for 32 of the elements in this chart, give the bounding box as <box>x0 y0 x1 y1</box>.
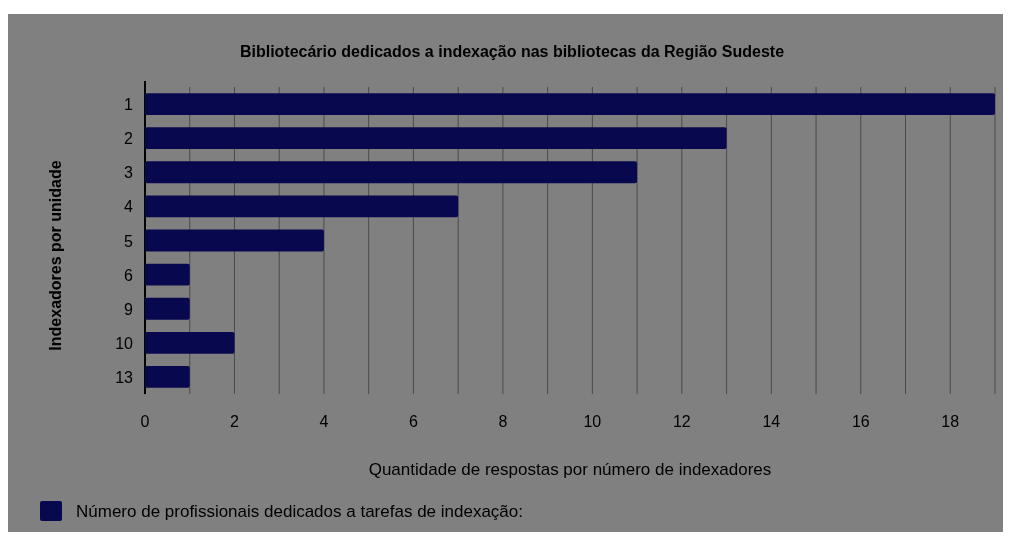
bar <box>145 366 190 388</box>
legend-label: Número de profissionais dedicados a tarefas de indexação: <box>76 502 523 521</box>
x-tick-label: 6 <box>408 413 418 430</box>
y-tick-label: 6 <box>124 266 134 284</box>
bar <box>145 331 235 354</box>
bar <box>145 195 459 218</box>
x-tick-label: 4 <box>319 413 329 430</box>
y-tick-label: 5 <box>124 232 134 250</box>
bar <box>145 93 995 115</box>
x-tick-label: 2 <box>230 413 240 430</box>
x-axis-title: Quantidade de respostas por número de indexadores <box>368 460 772 479</box>
y-tick-label: 2 <box>124 130 134 148</box>
bar <box>145 229 324 252</box>
bar <box>145 297 190 320</box>
y-tick-label: 4 <box>124 198 134 216</box>
x-tick-label: 18 <box>941 413 960 430</box>
y-tick-label: 3 <box>124 164 134 182</box>
x-tick-label: 16 <box>851 413 870 430</box>
bar <box>145 161 638 184</box>
x-tick-label: 0 <box>140 413 150 430</box>
y-tick-label: 9 <box>124 300 134 318</box>
bar <box>145 127 727 150</box>
y-tick-label: 13 <box>115 368 134 386</box>
y-axis-title: Indexadores por unidade <box>47 160 64 351</box>
x-tick-label: 8 <box>498 413 508 430</box>
x-tick-label: 12 <box>672 413 691 430</box>
bar <box>145 263 190 286</box>
chart-title: Bibliotecário dedicados a indexação nas bibliotecas da Região Sudeste <box>239 43 785 60</box>
x-tick-label: 14 <box>762 413 781 430</box>
x-tick-label: 10 <box>583 413 602 430</box>
y-tick-label: 1 <box>124 96 134 114</box>
y-tick-label: 10 <box>115 334 134 352</box>
